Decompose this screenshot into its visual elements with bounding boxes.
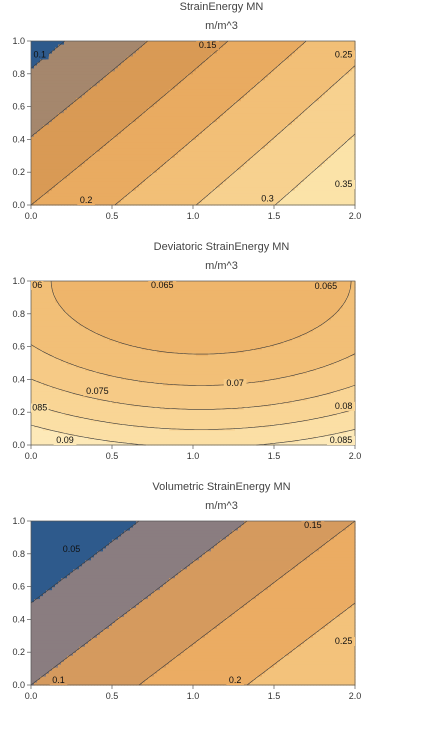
- y-tick-label: 0.8: [12, 69, 25, 79]
- y-tick-label: 0.0: [12, 440, 25, 450]
- x-axis: 0.0 0.5 1.0 1.5 2.0: [25, 445, 362, 461]
- contour-labels: 0.05 0.15 0.25 0.1 0.2: [49, 520, 355, 685]
- contour-value-label: 0.3: [261, 194, 274, 204]
- contour-line-0.25: [114, 40, 307, 206]
- y-tick-label: 0.4: [12, 374, 25, 384]
- y-tick-label: 1.0: [12, 516, 25, 526]
- x-tick-label: 2.0: [349, 211, 362, 221]
- contour-line-0.07: [50, 280, 352, 355]
- x-axis: 0.0 0.5 1.0 1.5 2.0: [25, 205, 362, 221]
- contour-value-label: 0.1: [52, 675, 65, 685]
- y-tick-label: 0.0: [12, 680, 25, 690]
- contour-panel-1: StrainEnergy MNm/m^30.0 0.5 1.0 1.5 2.00.00.…: [12, 1, 361, 221]
- y-tick-label: 0.2: [12, 647, 25, 657]
- chart-title: Deviatoric StrainEnergy MN: [154, 241, 290, 253]
- y-tick-label: 0.0: [12, 200, 25, 210]
- x-tick-label: 1.0: [187, 451, 200, 461]
- contour-line-0.15: [30, 40, 148, 137]
- y-tick-label: 0.8: [12, 549, 25, 559]
- contour-line-0.075: [30, 344, 356, 386]
- contour-value-label: 0.2: [80, 195, 93, 205]
- contour-value-label: 0.09: [56, 435, 74, 445]
- contour-labels: 0.1 0.15 0.25 0.2 0.3 0.35: [31, 40, 355, 205]
- y-tick-label: 0.2: [12, 167, 25, 177]
- chart-title: StrainEnergy MN: [180, 1, 264, 13]
- y-tick-label: 0.4: [12, 614, 25, 624]
- contour-value-label: 0.1: [34, 49, 47, 59]
- y-tick-label: 0.2: [12, 407, 25, 417]
- contour-value-label: 085: [32, 403, 47, 413]
- contour-value-label: 0.25: [335, 636, 353, 646]
- y-axis: 0.0 0.2 0.4 0.6 0.8 1.0: [12, 276, 31, 450]
- y-axis: 0.0 0.2 0.4 0.6 0.8 1.0: [12, 36, 31, 210]
- y-tick-label: 1.0: [12, 36, 25, 46]
- chart-subtitle: m/m^3: [205, 20, 238, 32]
- y-tick-label: 0.8: [12, 309, 25, 319]
- contour-value-label: 0.08: [335, 401, 353, 411]
- contour-labels: 06 0.065 0.065 0.075 0.07 085 0.08 0.09 0.085: [31, 280, 355, 445]
- x-tick-label: 0.0: [25, 211, 38, 221]
- contour-line-0.15: [138, 520, 356, 686]
- chart-subtitle: m/m^3: [205, 260, 238, 272]
- contour-line-0.08: [30, 378, 356, 410]
- x-tick-label: 0.0: [25, 691, 38, 701]
- chart-title: Volumetric StrainEnergy MN: [152, 481, 290, 493]
- contour-value-label: 0.065: [151, 280, 174, 290]
- x-tick-label: 1.5: [268, 691, 281, 701]
- contour-value-label: 0.07: [226, 378, 244, 388]
- contour-value-label: 0.065: [315, 281, 338, 291]
- contour-panel-2: Deviatoric StrainEnergy MN m/m^3 0.0 0.5 1.0…: [12, 241, 361, 461]
- x-tick-label: 1.0: [187, 211, 200, 221]
- y-tick-label: 1.0: [12, 276, 25, 286]
- contour-value-label: 0.15: [304, 520, 322, 530]
- x-axis: 0.0 0.5 1.0 1.5 2.0: [25, 685, 362, 701]
- filled-regions: [31, 41, 356, 206]
- contour-value-label: 0.25: [335, 49, 353, 59]
- x-tick-label: 1.0: [187, 691, 200, 701]
- x-tick-label: 0.5: [106, 691, 119, 701]
- filled-regions: [31, 521, 356, 686]
- x-tick-label: 0.5: [106, 451, 119, 461]
- contour-panel-3: Volumetric StrainEnergy MN m/m^3 0.0 0.5 1.0…: [12, 481, 361, 701]
- contour-line-0.3: [196, 65, 356, 206]
- contour-value-label: 06: [32, 280, 42, 290]
- x-tick-label: 2.0: [349, 451, 362, 461]
- contour-value-label: 0.075: [86, 386, 109, 396]
- contour-value-label: 0.35: [335, 179, 353, 189]
- y-tick-label: 0.6: [12, 582, 25, 592]
- contour-line-0.2: [30, 40, 229, 206]
- contour-value-label: 0.05: [63, 544, 81, 554]
- x-tick-label: 0.0: [25, 451, 38, 461]
- contour-value-label: 0.2: [229, 675, 242, 685]
- y-tick-label: 0.4: [12, 134, 25, 144]
- contour-value-label: 0.15: [199, 40, 217, 50]
- x-tick-label: 1.5: [268, 211, 281, 221]
- contour-line-0.35: [274, 133, 356, 206]
- contour-line-0.1: [30, 520, 248, 686]
- x-tick-label: 0.5: [106, 211, 119, 221]
- y-tick-label: 0.6: [12, 342, 25, 352]
- filled-regions: [31, 281, 356, 446]
- chart-subtitle: m/m^3: [205, 500, 238, 512]
- y-tick-label: 0.6: [12, 102, 25, 112]
- contour-line-0.05: [30, 520, 140, 604]
- x-tick-label: 2.0: [349, 691, 362, 701]
- x-tick-label: 1.5: [268, 451, 281, 461]
- y-axis: 0.0 0.2 0.4 0.6 0.8 1.0: [12, 516, 31, 690]
- contour-value-label: 0.085: [330, 435, 353, 445]
